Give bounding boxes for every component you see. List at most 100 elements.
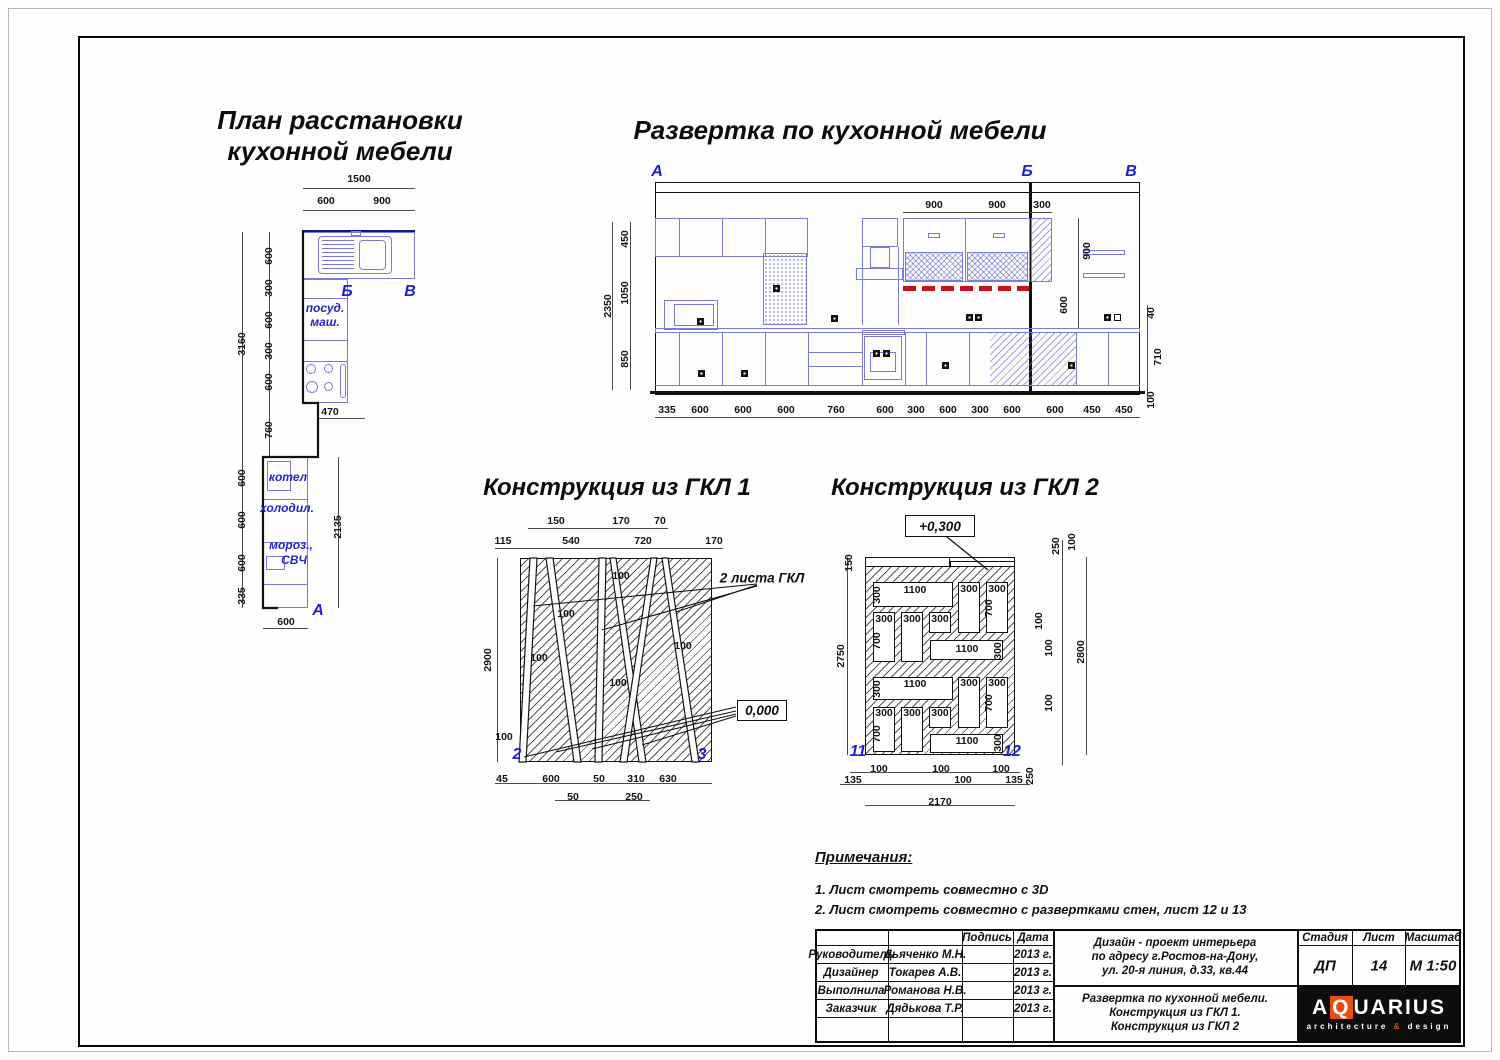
dimension-label: 700	[983, 694, 995, 712]
dimension-label: 300	[871, 586, 883, 604]
aquarius-logo: A Q UARIUS architecture & design	[1297, 985, 1461, 1043]
elev-door-slot	[993, 233, 1005, 238]
sheet-title-line: Конструкция из ГКЛ 1.	[1109, 1007, 1241, 1019]
drawing-line	[850, 772, 1020, 773]
drawing-line	[318, 418, 365, 419]
gkl2-niche	[901, 612, 923, 662]
name-cell: Дьяченко М.Н.	[883, 949, 967, 961]
gkl2-niche	[873, 677, 953, 700]
dimension-label: 300	[871, 680, 883, 698]
dimension-label: 600	[1046, 404, 1064, 416]
gkl2-title: Конструкция из ГКЛ 2	[831, 474, 1099, 501]
elev-upper-cabinets-left	[655, 218, 808, 257]
drawing-line	[1297, 945, 1461, 947]
gkl2-niche	[930, 734, 1003, 753]
dimension-label: 300	[988, 583, 1006, 595]
handle-icon	[741, 370, 748, 377]
handle-icon	[873, 350, 880, 357]
drawing-line	[862, 247, 863, 325]
elev-gkl-base	[990, 333, 1076, 385]
axis-marker: 2	[512, 746, 522, 763]
drawing-line	[1352, 929, 1354, 985]
drawing-line	[926, 333, 927, 385]
elev-mesh-door	[905, 252, 963, 281]
dimension-label: 100	[612, 570, 630, 582]
drawing-line	[1029, 182, 1032, 395]
axis-marker: Б	[341, 283, 353, 300]
dimension-label: 2800	[1075, 640, 1087, 664]
elev-hood-canopy	[856, 268, 903, 280]
drawing-line	[242, 232, 243, 608]
dimension-label: 300	[988, 677, 1006, 689]
drawing-line	[815, 945, 1053, 947]
drawing-line	[1147, 305, 1148, 402]
dimension-label: 600	[263, 311, 275, 329]
handle-icon	[1068, 362, 1075, 369]
plan-title-line2: кухонной мебели	[227, 136, 453, 166]
date-cell: 2013 г.	[1014, 967, 1052, 979]
dimension-label: 2170	[928, 796, 952, 808]
dimension-label: 310	[627, 773, 645, 785]
dimension-label: 3160	[236, 332, 248, 356]
dimension-label: 300	[971, 404, 989, 416]
dimension-label: 150	[843, 554, 855, 572]
gkl2-level-mark: +0,300	[905, 515, 975, 537]
drawing-line	[722, 218, 723, 257]
dimension-label: 300	[1033, 199, 1051, 211]
axis-marker: В	[1125, 163, 1137, 180]
dimension-label: 900	[373, 195, 391, 207]
gkl2-niche	[929, 707, 951, 728]
plan-title-line1: План расстановки	[217, 105, 463, 135]
dimension-label: 250	[1050, 537, 1062, 555]
dimension-label: 600	[236, 554, 248, 572]
dimension-label: 100	[1043, 639, 1055, 657]
drawing-line	[969, 333, 970, 385]
elev-oven-door	[674, 304, 714, 326]
role-cell: Руководитель	[808, 949, 894, 961]
dimension-label: 450	[619, 230, 631, 248]
dimension-label: 45	[496, 773, 508, 785]
handle-icon	[975, 314, 982, 321]
axis-marker: Б	[1021, 163, 1033, 180]
handle-icon	[1104, 314, 1111, 321]
dimension-label: 100	[870, 763, 888, 775]
dimension-label: 900	[925, 199, 943, 211]
handle-icon	[697, 318, 704, 325]
drawing-line	[765, 218, 766, 257]
dimension-label: 2350	[602, 294, 614, 318]
dimension-label: 50	[567, 791, 579, 803]
dimension-label: 600	[777, 404, 795, 416]
drawing-line	[263, 584, 308, 585]
drawing-line	[962, 929, 964, 1043]
drawing-line: UARIUS	[1353, 996, 1447, 1019]
dimension-label: 600	[263, 247, 275, 265]
drawing-line	[528, 528, 668, 529]
dimension-label: 720	[634, 535, 652, 547]
dimension-label: 700	[983, 599, 995, 617]
elev-mesh-tall-panel	[763, 253, 807, 325]
elevation-outline	[655, 182, 1140, 395]
elev-oven-under	[864, 336, 902, 380]
furniture-label: мороз.,	[269, 538, 313, 552]
dimension-label: 600	[236, 469, 248, 487]
furniture-label: котел	[268, 470, 308, 484]
furniture-label: посуд.	[305, 301, 345, 315]
gkl1-panel	[520, 558, 712, 762]
drawing-line	[1076, 333, 1077, 385]
scale-header: Масштаб	[1404, 932, 1462, 944]
drawing-line	[815, 981, 1053, 983]
dimension-label: 1050	[619, 281, 631, 305]
dimension-label: 600	[939, 404, 957, 416]
gkl2-niche	[958, 677, 980, 728]
elev-shelf	[1083, 273, 1125, 278]
dimension-label: 300	[875, 613, 893, 625]
dimension-label: 600	[236, 511, 248, 529]
drawing-line	[847, 557, 848, 755]
dimension-label: 900	[988, 199, 1006, 211]
dimension-label: 100	[1145, 391, 1157, 409]
project-line: по адресу г.Ростов-на-Дону,	[1091, 951, 1259, 963]
burner-icon	[324, 382, 333, 391]
axis-marker: 12	[1003, 743, 1021, 760]
drawing-line	[338, 457, 339, 608]
